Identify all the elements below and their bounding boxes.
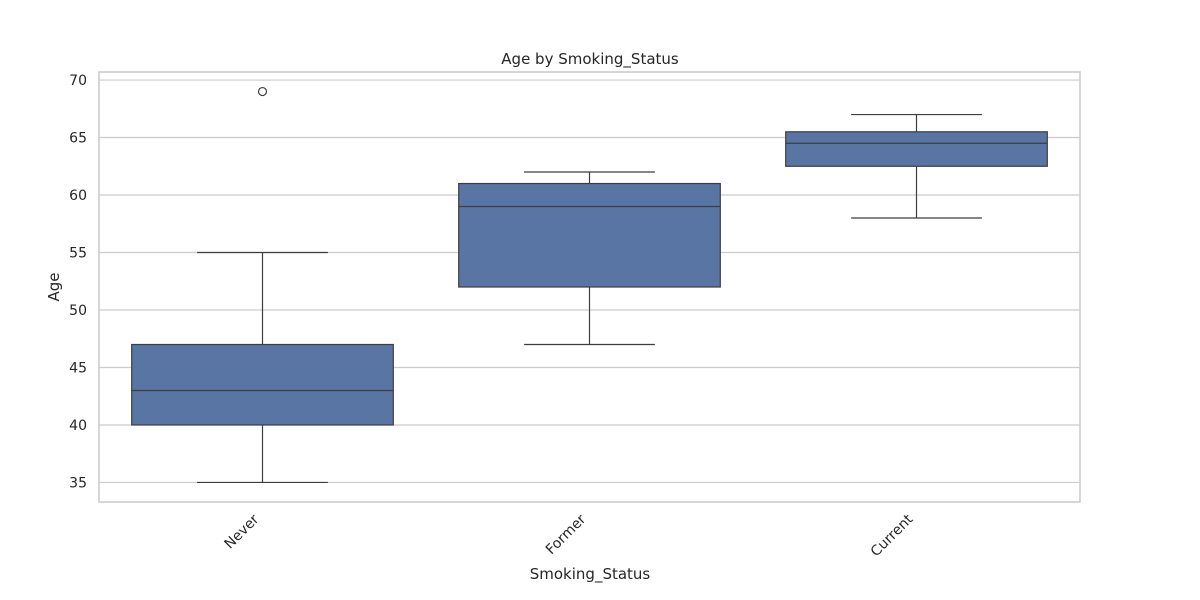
box-group-never	[131, 86, 394, 484]
y-tick-label: 65	[69, 131, 87, 147]
boxes	[131, 86, 1048, 484]
x-tick-labels: Never Former Current	[221, 511, 916, 560]
x-tick-label: Former	[543, 511, 590, 558]
y-tick-label: 35	[69, 475, 87, 491]
plot-frame	[98, 71, 1081, 503]
y-tick-label: 40	[69, 418, 87, 434]
y-tick-label: 50	[69, 303, 87, 319]
y-tick-label: 45	[69, 360, 87, 376]
iqr-box	[458, 182, 721, 288]
outlier-point	[257, 86, 268, 97]
y-axis-label: Age	[45, 272, 63, 301]
y-tick-labels: 35 40 45 50 55 60 65 70	[69, 73, 87, 491]
y-tick-label: 60	[69, 188, 87, 204]
iqr-box	[785, 131, 1048, 167]
x-axis-label: Smoking_Status	[530, 565, 651, 584]
chart-title: Age by Smoking_Status	[501, 50, 679, 69]
y-tick-label: 70	[69, 73, 87, 89]
x-tick-label: Never	[221, 511, 262, 552]
box-group-former	[458, 171, 721, 346]
iqr-box	[131, 343, 394, 426]
box-group-current	[785, 113, 1048, 219]
y-tick-label: 55	[69, 246, 87, 262]
x-tick-label: Current	[868, 511, 917, 560]
